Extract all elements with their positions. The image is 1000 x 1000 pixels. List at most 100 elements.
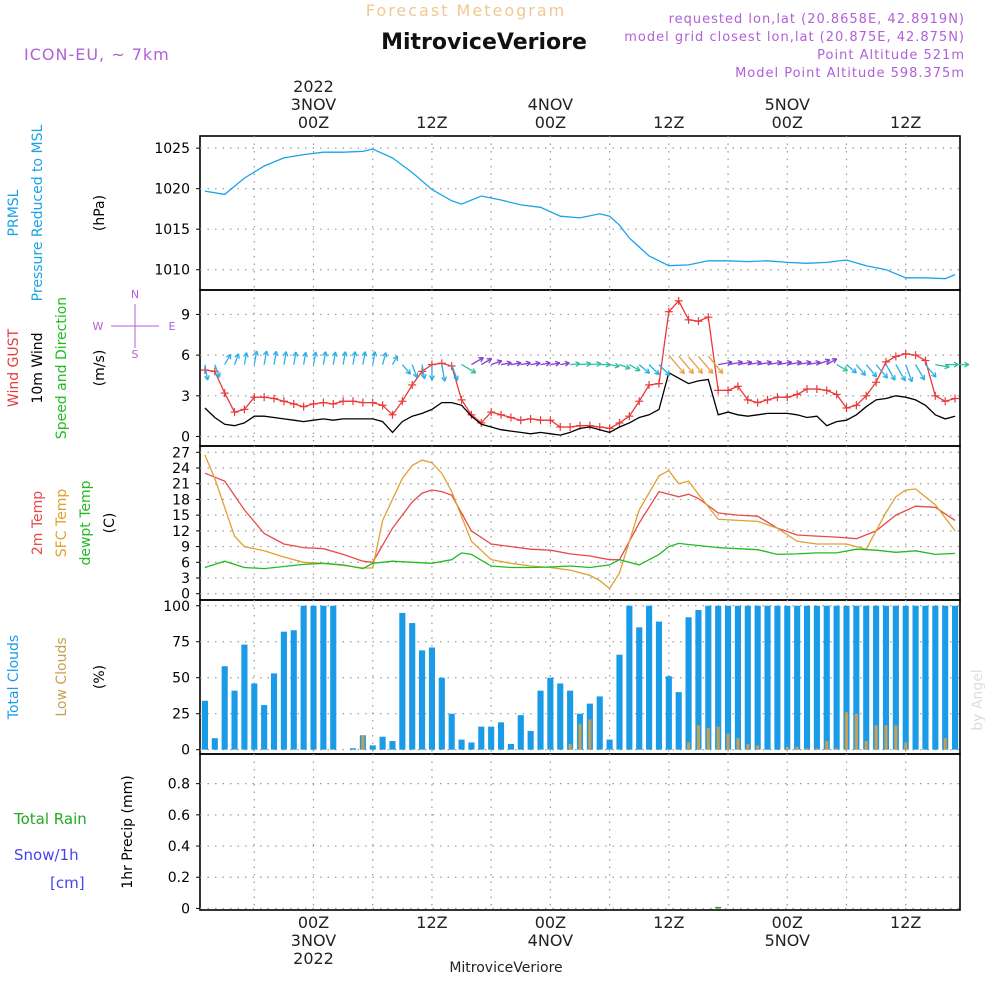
wind-arrow-shaft [915, 364, 925, 381]
wind-arrow-shaft [718, 361, 733, 366]
bar-total_cloud [784, 605, 791, 750]
bottom-time-label: 4NOV [528, 931, 573, 950]
wind-arrow-head [423, 373, 427, 380]
wind-arrow [420, 364, 427, 380]
bar-total_cloud [468, 742, 475, 750]
bar-total_cloud [527, 730, 534, 750]
wind-arrow-head [234, 353, 239, 358]
wind-arrow-head [664, 373, 671, 377]
bar-total_cloud [428, 647, 436, 750]
bar-low_cloud [815, 748, 819, 750]
wind-arrow-head [516, 362, 522, 367]
wind-arrow-head [596, 361, 602, 365]
gust-marker [566, 423, 575, 432]
wind-arrow-shaft [391, 355, 399, 365]
closest-coords: model grid closest lon,lat (20.875E, 42.… [624, 30, 965, 45]
wind-arrow-head [944, 366, 950, 370]
wind-arrow-head [416, 372, 419, 378]
wind-arrow [707, 355, 724, 375]
wind-arrow [688, 356, 704, 374]
gust-marker [724, 386, 733, 395]
bottom-time-label: 00Z [298, 913, 329, 932]
wind-arrow-shaft [668, 354, 685, 375]
wind-arrow-shaft [441, 364, 446, 382]
bar-total_cloud [547, 677, 554, 750]
gust-marker [526, 414, 535, 423]
wind-arrow-head [226, 353, 231, 358]
bar-low_cloud [696, 725, 700, 750]
wind-arrow-head [444, 376, 447, 382]
bottom-time-label: 5NOV [765, 931, 810, 950]
panel-0: 1010 1015 1020 1025 PRMSL Pressure Reduced to… [6, 124, 961, 301]
wind-arrow-shaft [757, 361, 772, 366]
wind-arrow [272, 350, 279, 365]
wind-arrow-shaft [490, 360, 502, 366]
wind-arrow-shaft [570, 363, 581, 366]
wind-arrow [361, 351, 368, 365]
wind-arrow [855, 364, 867, 377]
bar-total_cloud [261, 705, 268, 750]
wind-arrow-shaft [302, 352, 307, 365]
y-tick-label: 3 [181, 389, 190, 405]
bar-low_cloud [687, 742, 691, 750]
bar-low_cloud [578, 723, 582, 750]
wind-arrow [619, 363, 631, 370]
bar-total_cloud [419, 650, 426, 750]
gust-marker [654, 379, 663, 388]
gust-marker [694, 317, 703, 326]
wind-arrow-head [636, 366, 641, 372]
wind-arrow-head [428, 375, 433, 381]
wind-arrow [331, 351, 338, 365]
wind-arrow-shaft [609, 363, 620, 367]
wind-arrow-shaft [806, 361, 821, 366]
wind-arrow-head [697, 370, 703, 374]
top-time-label: 12Z [653, 113, 684, 132]
panel-label: Pressure Reduced to MSL [30, 124, 46, 301]
wind-arrow-head [480, 357, 484, 363]
wind-arrow-head [826, 359, 831, 365]
wind-arrow-head [691, 368, 694, 374]
wind-arrow-head [851, 371, 857, 374]
panel-1: 0 3 6 9 Wind GUST 10m Wind Speed and Direction… [6, 288, 970, 447]
gust-marker [260, 393, 269, 402]
wind-arrow-head [341, 351, 346, 356]
wind-arrow-shaft [372, 351, 376, 365]
gust-marker [625, 412, 634, 421]
watermark: by Angel [970, 669, 986, 730]
wind-arrow [875, 364, 889, 379]
wind-arrow [302, 351, 309, 365]
wind-arrow-head [371, 351, 376, 356]
wind-arrow-head [344, 351, 348, 357]
wind-arrow-head [717, 370, 723, 375]
wind-arrow-head [853, 367, 857, 374]
wind-arrow-head [506, 360, 512, 364]
wind-arrow-head [285, 351, 289, 357]
y-tick-label: 6 [181, 348, 190, 364]
top-year-label: 2022 [293, 77, 334, 96]
gust-marker [546, 416, 555, 425]
wind-arrow-head [305, 352, 309, 358]
wind-arrow-shaft [480, 358, 492, 366]
wind-arrow-head [615, 362, 620, 367]
bar-low_cloud [746, 743, 750, 750]
gust-marker [951, 394, 960, 403]
bar-total_cloud [241, 644, 248, 750]
wind-arrow-head [420, 374, 426, 380]
gust-marker [872, 378, 881, 387]
wind-arrow-head [964, 364, 970, 368]
bar-low_cloud [825, 741, 829, 750]
wind-arrow [668, 354, 685, 375]
wind-arrow [351, 351, 358, 365]
gust-marker [763, 395, 772, 404]
y-tick-label: 15 [172, 508, 190, 524]
point-altitude: Point Altitude 521m [817, 48, 965, 63]
top-time-label: 00Z [772, 113, 803, 132]
gust-marker [783, 393, 792, 402]
compass-letter: N [131, 288, 139, 301]
bar-low_cloud [884, 725, 888, 750]
wind-arrow-head [756, 359, 762, 363]
bar-low_cloud [736, 738, 740, 750]
panel-label: SFC Temp [54, 489, 70, 558]
